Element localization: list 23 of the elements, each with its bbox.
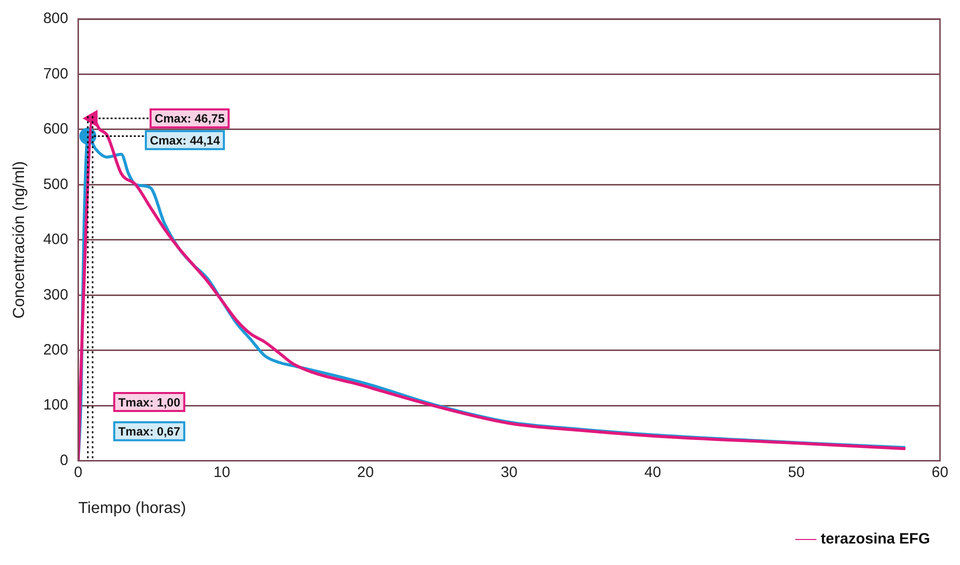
annotation: Tmax: 0,67	[118, 424, 181, 439]
x-tick-label: 20	[357, 464, 374, 481]
y-tick-label: 600	[43, 120, 68, 138]
x-tick-label: 50	[788, 464, 805, 481]
y-tick-label: 800	[43, 10, 68, 28]
y-tick-label: 0	[60, 452, 68, 469]
y-tick-label: 300	[43, 286, 68, 304]
y-tick-label: 700	[43, 65, 68, 82]
legend-label: terazosina EFG	[820, 530, 930, 548]
x-tick-label: 30	[500, 464, 518, 481]
x-axis-title: Tiempo (horas)	[78, 500, 186, 517]
y-tick-label: 400	[43, 231, 68, 248]
x-tick-label: 40	[644, 464, 662, 481]
y-tick-label: 200	[43, 341, 68, 358]
y-axis-title: Concentración (ng/ml)	[11, 161, 28, 319]
annotation: Cmax: 46,75	[154, 112, 225, 126]
x-tick-label: 0	[74, 464, 82, 481]
y-tick-label: 500	[43, 176, 68, 193]
x-tick-label: 60	[932, 464, 948, 481]
annotation: Tmax: 1,00	[118, 395, 181, 410]
annotation: Cmax: 44,14	[150, 133, 220, 148]
x-tick-label: 10	[214, 464, 230, 481]
y-tick-label: 100	[43, 396, 68, 414]
